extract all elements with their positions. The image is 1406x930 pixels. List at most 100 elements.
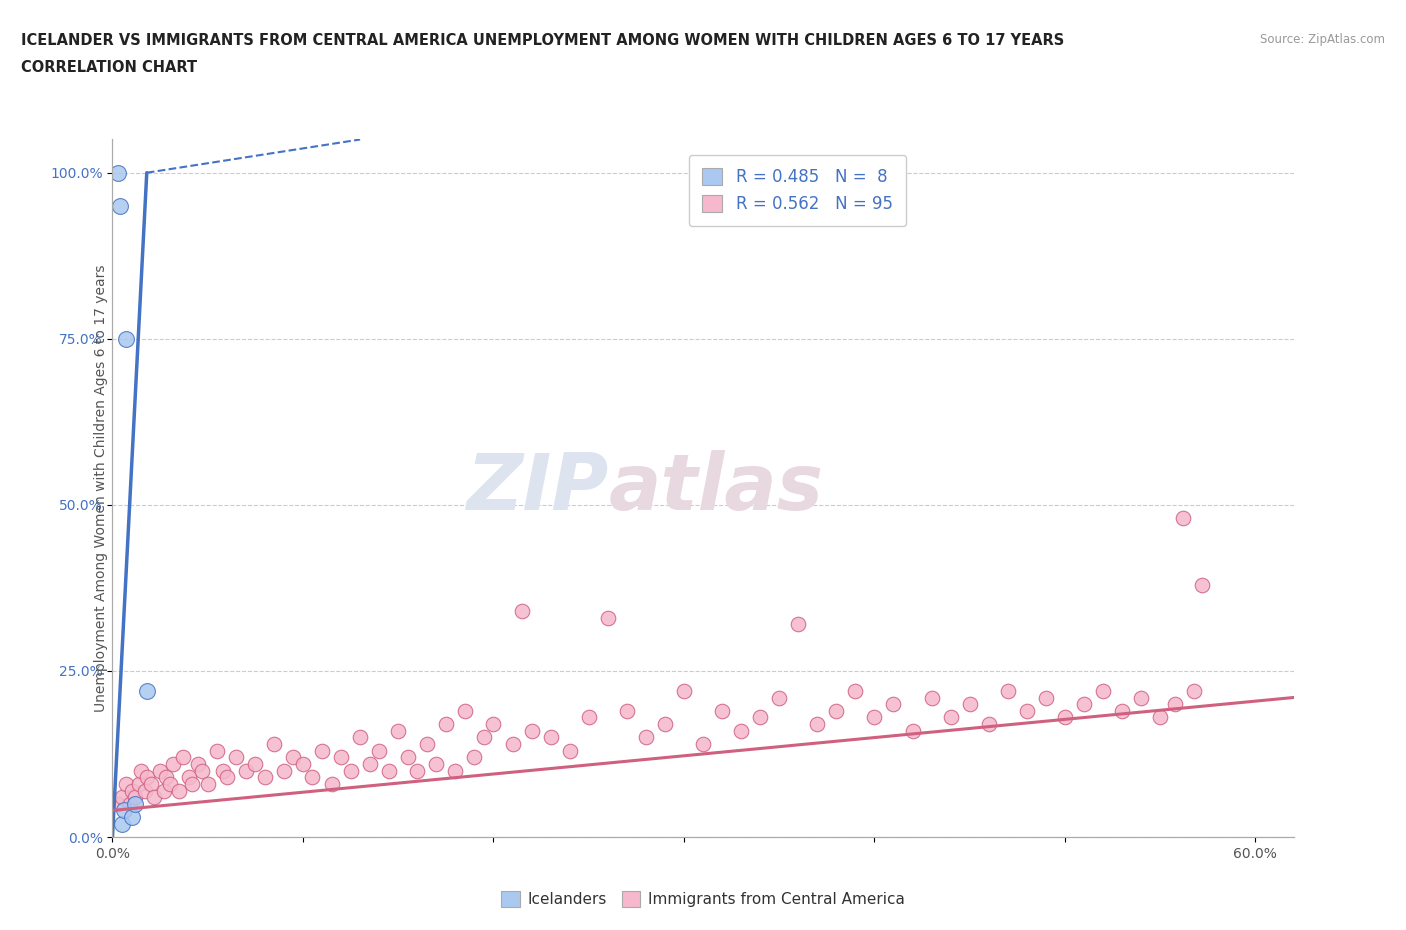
Point	[253, 770, 276, 785]
Point	[1092, 684, 1115, 698]
Point	[114, 331, 136, 346]
Point	[129, 764, 152, 778]
Point	[1073, 697, 1095, 711]
Point	[1130, 690, 1153, 705]
Point	[111, 790, 134, 804]
Point	[654, 717, 676, 732]
Point	[921, 690, 943, 705]
Point	[108, 198, 131, 213]
Point	[1184, 684, 1206, 698]
Point	[159, 777, 181, 791]
Point	[339, 764, 361, 778]
Point	[162, 756, 184, 771]
Point	[672, 684, 695, 698]
Point	[578, 710, 600, 724]
Point	[406, 764, 429, 778]
Point	[121, 810, 143, 825]
Point	[692, 737, 714, 751]
Point	[825, 703, 848, 718]
Point	[107, 166, 129, 180]
Point	[711, 703, 734, 718]
Point	[1191, 578, 1213, 592]
Point	[283, 750, 305, 764]
Point	[959, 697, 981, 711]
Point	[1171, 511, 1194, 525]
Point	[263, 737, 285, 751]
Point	[301, 770, 323, 785]
Point	[135, 770, 157, 785]
Point	[143, 790, 166, 804]
Point	[558, 743, 581, 758]
Point	[844, 684, 866, 698]
Point	[114, 777, 136, 791]
Point	[454, 703, 477, 718]
Legend: Icelanders, Immigrants from Central America: Icelanders, Immigrants from Central Amer…	[495, 884, 911, 913]
Point	[472, 730, 495, 745]
Point	[1035, 690, 1057, 705]
Point	[349, 730, 371, 745]
Point	[118, 796, 141, 811]
Point	[977, 717, 1000, 732]
Point	[997, 684, 1019, 698]
Point	[139, 777, 162, 791]
Point	[359, 756, 381, 771]
Point	[187, 756, 209, 771]
Point	[387, 724, 409, 738]
Point	[482, 717, 505, 732]
Point	[939, 710, 962, 724]
Point	[172, 750, 194, 764]
Point	[135, 684, 157, 698]
Point	[112, 803, 135, 817]
Text: ZIP: ZIP	[467, 450, 609, 526]
Point	[787, 617, 810, 631]
Point	[111, 817, 134, 831]
Point	[167, 783, 190, 798]
Point	[330, 750, 353, 764]
Text: Source: ZipAtlas.com: Source: ZipAtlas.com	[1260, 33, 1385, 46]
Point	[396, 750, 419, 764]
Point	[124, 796, 146, 811]
Point	[273, 764, 295, 778]
Point	[212, 764, 235, 778]
Point	[197, 777, 219, 791]
Point	[596, 610, 619, 625]
Point	[502, 737, 524, 751]
Point	[321, 777, 343, 791]
Point	[416, 737, 439, 751]
Point	[128, 777, 150, 791]
Point	[149, 764, 172, 778]
Point	[134, 783, 156, 798]
Point	[863, 710, 886, 724]
Point	[616, 703, 638, 718]
Text: ICELANDER VS IMMIGRANTS FROM CENTRAL AMERICA UNEMPLOYMENT AMONG WOMEN WITH CHILD: ICELANDER VS IMMIGRANTS FROM CENTRAL AME…	[21, 33, 1064, 47]
Point	[634, 730, 657, 745]
Point	[207, 743, 229, 758]
Point	[768, 690, 790, 705]
Point	[1015, 703, 1038, 718]
Point	[1149, 710, 1171, 724]
Point	[901, 724, 924, 738]
Point	[153, 783, 176, 798]
Point	[215, 770, 238, 785]
Point	[1111, 703, 1133, 718]
Text: CORRELATION CHART: CORRELATION CHART	[21, 60, 197, 75]
Point	[177, 770, 200, 785]
Point	[191, 764, 214, 778]
Point	[368, 743, 391, 758]
Point	[540, 730, 562, 745]
Point	[245, 756, 267, 771]
Point	[377, 764, 399, 778]
Point	[124, 790, 146, 804]
Point	[882, 697, 904, 711]
Text: atlas: atlas	[609, 450, 824, 526]
Point	[311, 743, 333, 758]
Point	[425, 756, 447, 771]
Point	[730, 724, 752, 738]
Point	[510, 604, 533, 618]
Point	[520, 724, 543, 738]
Point	[225, 750, 247, 764]
Point	[1053, 710, 1076, 724]
Point	[155, 770, 177, 785]
Point	[806, 717, 828, 732]
Point	[107, 796, 129, 811]
